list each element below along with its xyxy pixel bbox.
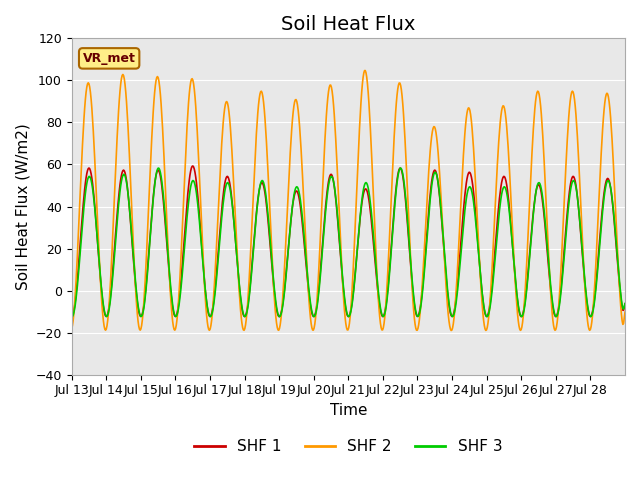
SHF 3 [68, 314, 76, 320]
Text: VR_met: VR_met [83, 52, 136, 65]
Y-axis label: Soil Heat Flux (W/m2): Soil Heat Flux (W/m2) [15, 123, 30, 290]
SHF 3 [132, 290, 140, 296]
SHF 3 [397, 165, 404, 171]
Line: SHF 2: SHF 2 [72, 71, 625, 331]
SHF 2 [283, 222, 291, 228]
SHF 3 [262, 191, 269, 197]
SHF 2 [447, 328, 455, 334]
SHF 1 [284, 256, 291, 262]
SHF 3 [234, 271, 242, 276]
SHF 3 [406, 251, 414, 256]
SHF 3 [621, 300, 629, 306]
SHF 1 [437, 209, 445, 215]
SHF 2 [621, 309, 629, 315]
SHF 2 [234, 274, 242, 279]
SHF 2 [132, 301, 140, 307]
SHF 2 [68, 325, 76, 331]
SHF 1 [189, 163, 196, 169]
SHF 2 [262, 127, 269, 132]
SHF 3 [437, 207, 445, 213]
SHF 1 [406, 255, 414, 261]
SHF 1 [235, 281, 243, 287]
SHF 1 [68, 314, 76, 320]
SHF 2 [362, 68, 369, 73]
Legend: SHF 1, SHF 2, SHF 3: SHF 1, SHF 2, SHF 3 [188, 433, 508, 460]
SHF 2 [437, 194, 445, 200]
X-axis label: Time: Time [330, 403, 367, 418]
SHF 1 [621, 301, 629, 307]
SHF 2 [406, 244, 414, 250]
Line: SHF 3: SHF 3 [72, 168, 625, 317]
Title: Soil Heat Flux: Soil Heat Flux [281, 15, 415, 34]
SHF 3 [283, 266, 291, 272]
SHF 1 [132, 293, 140, 299]
SHF 1 [262, 202, 270, 207]
Line: SHF 1: SHF 1 [72, 166, 625, 317]
